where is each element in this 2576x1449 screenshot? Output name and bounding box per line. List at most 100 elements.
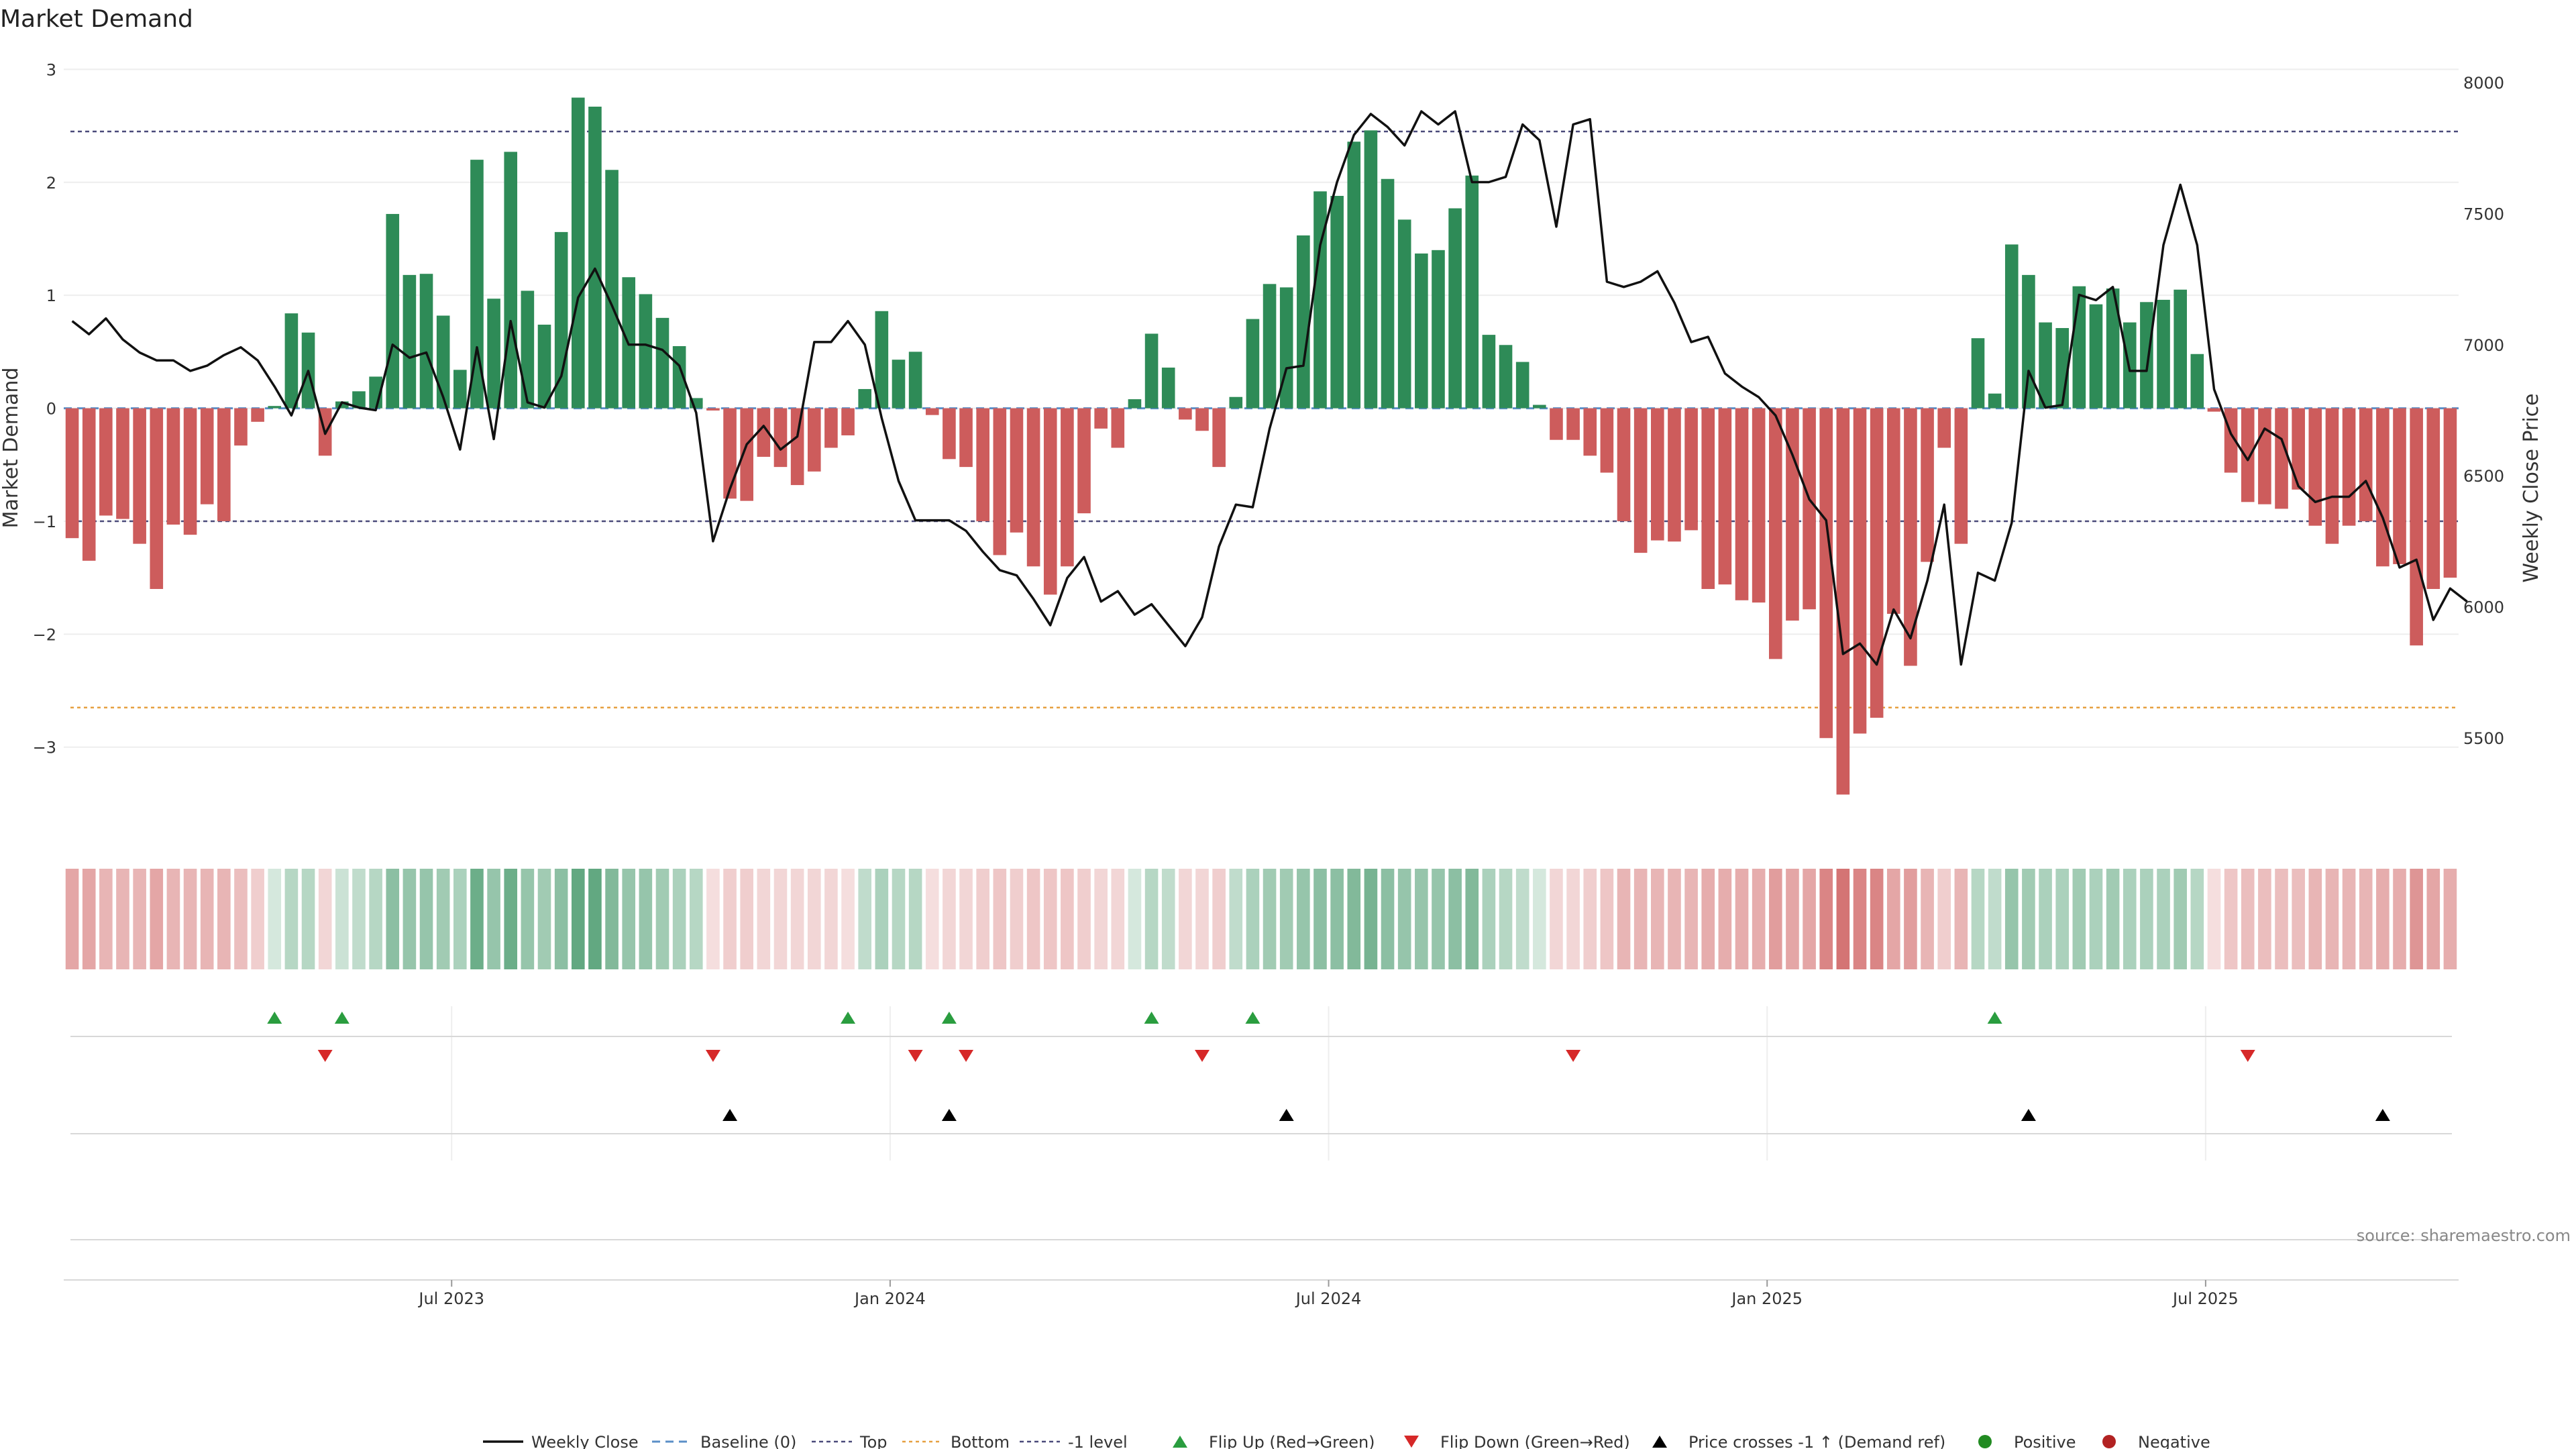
heat-cell (234, 869, 248, 969)
demand-bar (1043, 408, 1057, 595)
flip-up-marker (941, 1012, 957, 1024)
heat-cell (925, 869, 939, 969)
level-lines (64, 130, 2459, 709)
heat-cell (133, 869, 146, 969)
heat-cell (908, 869, 922, 969)
demand-bar (1583, 408, 1597, 456)
demand-bar (2106, 288, 2120, 409)
heat-cell (1397, 869, 1411, 969)
legend-label: Top (859, 1433, 888, 1449)
heat-cell (1718, 869, 1732, 969)
heat-cell (369, 869, 382, 969)
demand-bar (655, 317, 669, 409)
legend-label: Baseline (0) (700, 1433, 796, 1449)
heat-cell (1819, 869, 1833, 969)
heat-cell (419, 869, 433, 969)
demand-bar (65, 408, 79, 539)
heat-cell (2308, 869, 2322, 969)
y2-tick-label: 7500 (2463, 205, 2504, 223)
legend-swatch (1173, 1436, 1187, 1448)
demand-bar (1701, 408, 1715, 589)
heat-cell (2089, 869, 2103, 969)
source-note: source: sharemaestro.com (2357, 1226, 2571, 1245)
heat-cell (672, 869, 686, 969)
demand-bar (1617, 408, 1631, 521)
demand-bar (1128, 399, 1142, 409)
demand-bar (773, 408, 788, 468)
demand-bar (740, 408, 754, 501)
heat-cell (2258, 869, 2271, 969)
heat-cell (251, 869, 264, 969)
demand-bar (1499, 345, 1513, 409)
x-tick-label: Jan 2024 (853, 1289, 926, 1308)
heat-cell (1735, 869, 1749, 969)
demand-bar (166, 408, 180, 525)
heat-cell (943, 869, 956, 969)
heat-cell (1566, 869, 1580, 969)
heat-cell (1633, 869, 1648, 969)
heat-cell (166, 869, 180, 969)
legend-label: Bottom (951, 1433, 1010, 1449)
demand-bar (1971, 338, 1985, 409)
heat-cell (639, 869, 653, 969)
demand-bar (1179, 408, 1192, 420)
demand-bar (908, 352, 922, 409)
heat-cell (1499, 869, 1513, 969)
legend-label: Negative (2138, 1433, 2210, 1449)
demand-bar (504, 152, 518, 409)
demand-bar (605, 170, 619, 409)
legend-item: Positive (1978, 1433, 2076, 1449)
heat-cell (2393, 869, 2406, 969)
heat-cell (1482, 869, 1496, 969)
heat-cell (571, 869, 585, 969)
demand-bar (133, 408, 146, 544)
demand-bar (1954, 408, 1968, 544)
demand-bar (1347, 142, 1361, 409)
demand-bar (1566, 408, 1580, 440)
heat-cell (1988, 869, 2002, 969)
x-tick-label: Jul 2023 (417, 1289, 484, 1308)
heat-cell (386, 869, 400, 969)
flip-down-marker (1566, 1050, 1581, 1062)
heat-cell (1179, 869, 1192, 969)
heat-cell (2072, 869, 2086, 969)
demand-bar (2190, 354, 2204, 409)
flip-down-marker (317, 1050, 333, 1062)
legend-swatch (1978, 1435, 1992, 1448)
heat-cell (1415, 869, 1428, 969)
demand-bar (352, 391, 366, 409)
demand-bar (2022, 274, 2035, 409)
heat-cell (65, 869, 79, 969)
price-cross-marker (2021, 1109, 2036, 1121)
heat-cell (99, 869, 113, 969)
demand-bar (1212, 408, 1226, 468)
demand-bar (419, 274, 433, 409)
legend-label: -1 level (1068, 1433, 1128, 1449)
legend-item: Bottom (902, 1433, 1010, 1449)
heat-cell (976, 869, 989, 969)
heat-cell (2004, 869, 2019, 969)
demand-bar (1752, 408, 1766, 603)
heat-cell (1330, 869, 1344, 969)
demand-bar (234, 408, 248, 446)
legend: Weekly Close Baseline (0) Top Bottom -1 leve… (483, 1433, 2210, 1449)
heat-cell (2039, 869, 2052, 969)
demand-bar (2342, 408, 2356, 526)
heat-cell (1836, 869, 1850, 969)
demand-bar (2174, 289, 2187, 409)
demand-bar (99, 408, 113, 516)
demand-bar (706, 408, 720, 411)
signal-rows (64, 1012, 2459, 1281)
legend-swatch (2102, 1435, 2116, 1448)
flip-up-marker (841, 1012, 856, 1024)
heat-cell (2140, 869, 2153, 969)
demand-bar (1533, 405, 1546, 409)
heat-cell (2410, 869, 2423, 969)
demand-bar (386, 213, 400, 409)
heat-cell (1432, 869, 1445, 969)
demand-bar (470, 160, 484, 409)
y2-tick-label: 5500 (2463, 729, 2504, 748)
heat-cell (1263, 869, 1277, 969)
demand-bar (1786, 408, 1799, 621)
grid-layer (64, 68, 2459, 1161)
